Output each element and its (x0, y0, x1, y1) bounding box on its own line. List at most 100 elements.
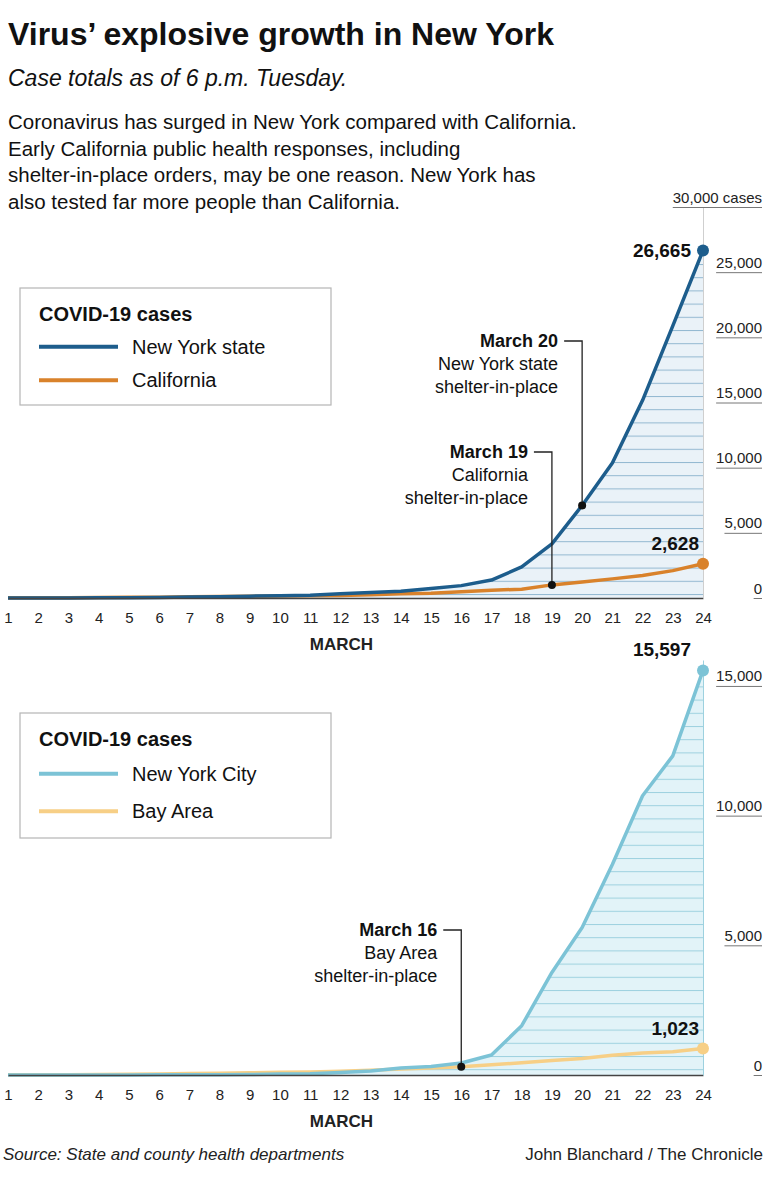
x-tick: 5 (125, 598, 133, 626)
x-tick-label: 21 (605, 609, 622, 626)
x-tick-label: 3 (65, 609, 73, 626)
x-tick-label: 5 (125, 609, 133, 626)
x-tick: 16 (453, 598, 470, 626)
description-line: Early California public health responses… (8, 137, 460, 160)
x-tick: 5 (125, 1075, 133, 1103)
y-tick-mark (716, 337, 762, 338)
x-tick: 9 (246, 598, 254, 626)
x-tick-label: 23 (665, 609, 682, 626)
x-tick: 11 (303, 598, 319, 626)
x-tick: 17 (484, 598, 501, 626)
area (8, 250, 703, 598)
x-tick-label: 3 (65, 1086, 73, 1103)
annotation: March 20New York stateshelter-in-place (435, 331, 586, 509)
x-tick: 14 (393, 1075, 410, 1103)
y-tick-label: 10,000 (716, 797, 762, 814)
annotation-text: Bay Area (364, 943, 438, 963)
end-point (697, 664, 709, 676)
line (8, 670, 703, 1075)
x-tick-label: 7 (186, 609, 194, 626)
y-tick-mark (754, 1075, 762, 1076)
y-tick-label: 5,000 (724, 514, 762, 531)
x-tick-label: 15 (423, 609, 440, 626)
x-tick-label: 12 (333, 609, 350, 626)
annotation-text: March 20 (480, 331, 558, 351)
axis-line (9, 598, 704, 600)
y-tick: 0 (754, 1057, 762, 1076)
x-tick: 14 (393, 598, 410, 626)
y-tick-label: 0 (754, 580, 762, 597)
x-tick-label: 2 (35, 609, 43, 626)
x-tick-label: 24 (695, 609, 712, 626)
end-point (697, 558, 709, 570)
y-tick-label: 30,000 cases (673, 189, 762, 206)
x-tick-label: 17 (484, 609, 501, 626)
x-tick: 18 (514, 1075, 531, 1103)
x-tick: 7 (186, 598, 194, 626)
x-tick-label: 10 (272, 1086, 289, 1103)
x-tick-label: 7 (186, 1086, 194, 1103)
description-line: also tested far more people than Califor… (8, 190, 400, 213)
chart: 123456789101112131415161718192021222324M… (4, 189, 762, 655)
x-tick: 12 (333, 598, 350, 626)
x-tick-label: 19 (544, 1086, 561, 1103)
x-axis: 123456789101112131415161718192021222324 (4, 598, 712, 626)
x-tick-label: 8 (216, 609, 224, 626)
x-tick-label: 9 (246, 609, 254, 626)
axis-line (9, 1075, 704, 1077)
end-point (697, 1042, 709, 1054)
y-tick-mark (673, 207, 762, 208)
x-tick-label: 12 (333, 1086, 350, 1103)
graphic: Virus’ explosive growth in New YorkCase … (0, 0, 767, 1186)
legend-swatch (39, 345, 118, 349)
x-tick: 24 (695, 1075, 712, 1103)
y-tick: 10,000 (716, 449, 762, 468)
annotation: March 16Bay Areashelter-in-place (314, 920, 465, 1071)
x-tick-label: 5 (125, 1086, 133, 1103)
x-tick-label: 1 (4, 609, 12, 626)
x-tick: 17 (484, 1075, 501, 1103)
x-tick-label: 8 (216, 1086, 224, 1103)
annotation-text: shelter-in-place (435, 377, 558, 397)
line (8, 250, 703, 598)
x-tick: 11 (303, 1075, 319, 1103)
x-tick: 4 (95, 598, 103, 626)
end-point (697, 244, 709, 256)
data-label: 2,628 (651, 533, 699, 554)
annotation-leader (534, 452, 552, 585)
y-tick-label: 5,000 (724, 927, 762, 944)
data-label: 15,597 (633, 639, 691, 660)
x-tick: 15 (423, 598, 440, 626)
x-tick: 3 (65, 1075, 73, 1103)
y-tick-mark (716, 272, 762, 273)
x-tick-label: 13 (363, 1086, 380, 1103)
legend-swatch (39, 809, 118, 813)
legend: COVID-19 casesNew York CityBay Area (20, 713, 331, 838)
x-axis: 123456789101112131415161718192021222324 (4, 1075, 712, 1103)
annotation-leader (564, 341, 582, 505)
x-tick-label: 24 (695, 1086, 712, 1103)
y-tick-label: 20,000 (716, 319, 762, 336)
y-tick: 5,000 (724, 514, 762, 533)
y-tick: 15,000 (716, 384, 762, 403)
description-line: shelter-in-place orders, may be one reas… (8, 163, 536, 186)
x-tick: 8 (216, 598, 224, 626)
x-tick: 10 (272, 1075, 289, 1103)
y-tick-label: 25,000 (716, 254, 762, 271)
y-tick-mark (724, 533, 762, 534)
annotation-text: March 16 (359, 920, 437, 940)
y-tick-label: 0 (754, 1057, 762, 1074)
x-tick: 24 (695, 598, 712, 626)
y-tick: 15,000 (716, 667, 762, 686)
x-tick: 23 (665, 1075, 682, 1103)
description-line: Coronavirus has surged in New York compa… (8, 110, 577, 133)
x-tick-label: 19 (544, 609, 561, 626)
credit: John Blanchard / The Chronicle (525, 1145, 763, 1164)
x-tick: 18 (514, 598, 531, 626)
y-tick: 20,000 (716, 319, 762, 338)
legend-label: Bay Area (132, 800, 214, 822)
x-tick-label: 22 (635, 1086, 652, 1103)
x-tick: 8 (216, 1075, 224, 1103)
x-tick-label: 6 (155, 609, 163, 626)
x-tick: 7 (186, 1075, 194, 1103)
